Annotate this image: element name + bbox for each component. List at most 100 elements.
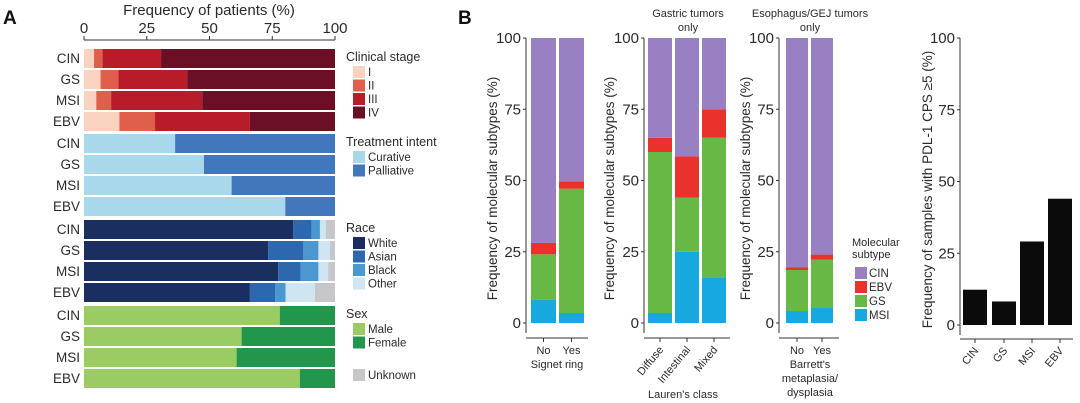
legend-swatch-curative: [353, 151, 365, 163]
legend-label-gs: GS: [869, 296, 886, 308]
legend-swatch-unknown: [353, 369, 365, 381]
legend-label-cin: CIN: [869, 268, 889, 280]
bar-segment-cin-black: [311, 220, 320, 239]
bar-segment-gs-ii: [100, 70, 119, 89]
bar-segment-cin-curative: [84, 134, 176, 153]
row-label-ebv: EBV: [53, 114, 80, 129]
bar-gs: [992, 301, 1016, 325]
bar-cin: [963, 289, 987, 325]
row-label-cin: CIN: [57, 51, 80, 66]
bar-segment-gs-palliative: [203, 155, 335, 174]
bar-segment-gs-other: [318, 241, 330, 260]
bar-segment-cin-female: [279, 306, 335, 325]
bar-segment-gs-unknown: [329, 241, 335, 260]
legend-swatch-msi: [855, 309, 867, 321]
panel-a-axis-title: Frequency of patients (%): [123, 2, 295, 19]
y-tick-label: 50: [757, 173, 774, 190]
bar-segment-yes-msi: [559, 313, 584, 323]
row-label-ebv: EBV: [53, 199, 80, 214]
y-tick-label: 100: [930, 30, 955, 47]
x-axis-title-line: metaplasia/: [782, 373, 839, 385]
bar-segment-msi-i: [84, 91, 97, 110]
bar-segment-intestinal-cin: [675, 38, 699, 157]
chart-title-line: only: [678, 22, 699, 34]
row-label-gs: GS: [60, 243, 80, 258]
legend-label-other: Other: [368, 279, 397, 291]
legend-title-race: Race: [346, 221, 375, 235]
bar-segment-mixed-ebv: [702, 109, 726, 138]
legend-title-clinical-stage: Clinical stage: [346, 50, 420, 64]
bar-segment-msi-palliative: [231, 176, 335, 195]
panel-a-tick-label: 0: [80, 20, 88, 37]
x-tick-label-no: No: [536, 345, 550, 357]
bar-segment-gs-iv: [187, 70, 335, 89]
bar-segment-yes-gs: [811, 259, 833, 308]
bar-ebv: [1048, 198, 1072, 325]
row-label-cin: CIN: [57, 308, 80, 323]
y-tick-label: 0: [631, 315, 639, 332]
x-tick-label-mixed: Mixed: [692, 344, 720, 374]
panel-label-b: B: [458, 8, 472, 29]
y-tick-label: 75: [938, 102, 955, 119]
x-axis-title: Signet ring: [531, 359, 584, 371]
y-axis-title: Frequency of samples with PDL-1 CPS ≥5 (…: [920, 51, 935, 329]
y-tick-label: 100: [614, 30, 639, 47]
bar-segment-cin-unknown: [325, 220, 335, 239]
panel-b-pdl1-chart: 0 25 50 75 100 Frequency of samples with PDL-…: [920, 30, 1073, 370]
y-tick-label: 100: [749, 30, 774, 47]
legend-swatch-ii: [353, 79, 365, 92]
legend-label-asian: Asian: [368, 252, 397, 264]
bar-segment-ebv-palliative: [285, 197, 335, 216]
y-tick-label: 25: [938, 245, 955, 262]
bar-segment-diffuse-gs: [648, 152, 672, 314]
panel-a-tick-label: 75: [264, 20, 281, 37]
y-tick-label: 0: [947, 317, 955, 334]
row-label-gs: GS: [60, 72, 80, 87]
chart-title-line: Gastric tumors: [652, 8, 724, 20]
x-axis-title-line: dysplasia: [787, 387, 834, 399]
bar-segment-intestinal-ebv: [675, 156, 699, 198]
legend-label-palliative: Palliative: [368, 166, 414, 178]
legend-title-sex: Sex: [346, 307, 368, 321]
legend-swatch-white: [353, 237, 365, 249]
chart-title-line: Esophagus/GEJ tumors: [752, 8, 869, 20]
legend-swatch-iv: [353, 106, 365, 119]
bar-segment-ebv-female: [299, 369, 335, 388]
bar-segment-ebv-curative: [84, 197, 286, 216]
legend-swatch-male: [353, 323, 365, 335]
legend-title-line: subtype: [852, 249, 891, 261]
row-label-msi: MSI: [56, 350, 80, 365]
bar-segment-cin-iii: [102, 49, 162, 68]
panel-a-x-axis: 0 25 50 75 100: [80, 20, 348, 41]
bar-segment-gs-black: [303, 241, 319, 260]
legend-label-ebv: EBV: [869, 282, 892, 294]
bar-segment-mixed-gs: [702, 137, 726, 278]
bar-segment-gs-curative: [84, 155, 204, 174]
bar-segment-no-msi: [786, 311, 808, 323]
legend-swatch-palliative: [353, 164, 365, 177]
legend-label-male: Male: [368, 324, 393, 336]
bar-segment-diffuse-ebv: [648, 137, 672, 152]
bar-segment-msi-black: [300, 262, 319, 281]
x-tick-label-msi: MSI: [1017, 345, 1039, 368]
panel-a-group-treatment-intent: CIN GS MSI EBV: [53, 134, 335, 216]
bar-segment-intestinal-msi: [675, 251, 699, 323]
bar-segment-msi-male: [84, 348, 237, 367]
y-tick-label: 50: [504, 173, 521, 190]
bar-msi: [1020, 241, 1044, 325]
y-tick-label: 75: [622, 101, 639, 118]
legend-swatch-other: [353, 277, 365, 290]
bar-segment-cin-palliative: [175, 134, 335, 153]
legend-swatch-ebv: [855, 281, 867, 293]
bar-segment-no-cin: [786, 38, 808, 268]
bar-segment-msi-curative: [84, 176, 232, 195]
bar-segment-ebv-iv: [249, 112, 335, 131]
bar-segment-cin-iv: [161, 49, 335, 68]
y-tick-label: 50: [938, 174, 955, 191]
row-label-cin: CIN: [57, 136, 80, 151]
bar-segment-gs-i: [84, 70, 101, 89]
bar-segment-msi-other: [318, 262, 329, 281]
bar-segment-ebv-ii: [119, 112, 156, 131]
